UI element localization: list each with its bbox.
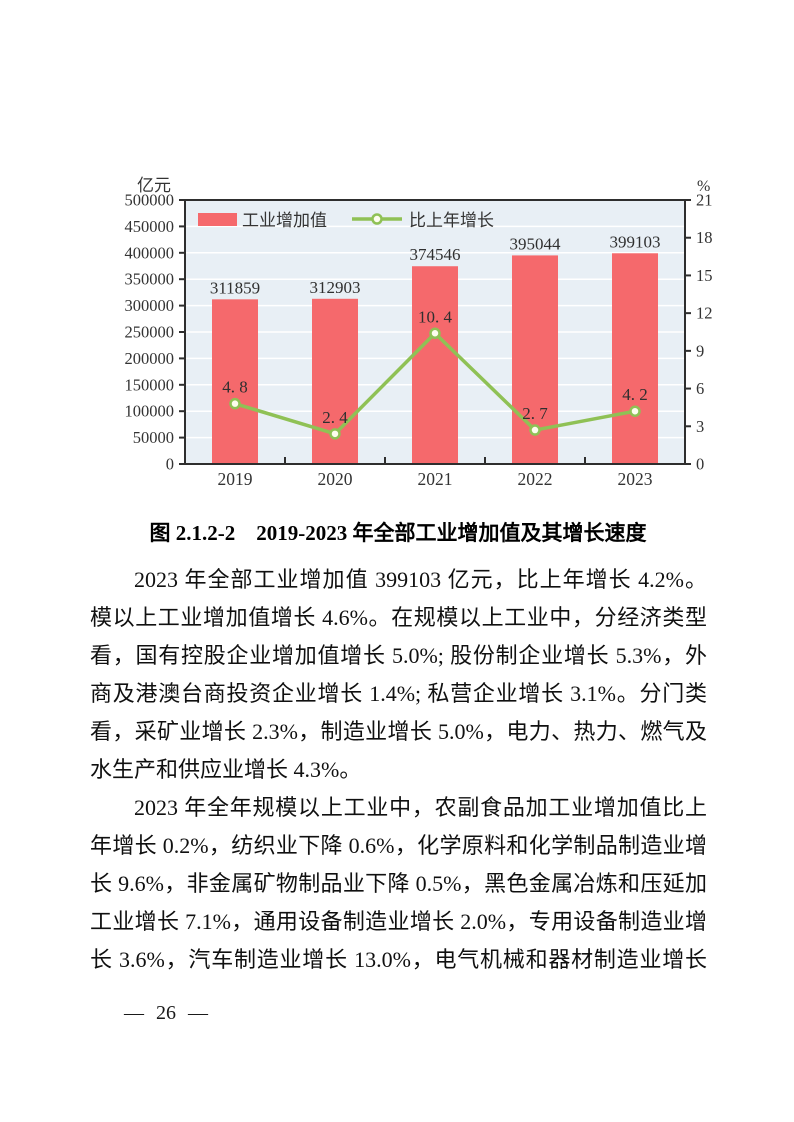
text-line-p2-l2: 年增长 0.2%，纺织业下降 0.6%，化学原料和化学制品制造业增	[90, 833, 707, 858]
text-line-p1-l3: 看，国有控股企业增加值增长 5.0%; 股份制企业增长 5.3%，外	[90, 643, 707, 668]
left-tick-label: 400000	[125, 243, 175, 262]
bar-value-label: 399103	[610, 232, 661, 251]
text-line-p2-l3: 长 9.6%，非金属矿物制品业下降 0.5%，黑色金属冶炼和压延加	[90, 871, 707, 896]
bar-value-label: 395044	[510, 234, 562, 253]
left-tick-label: 0	[166, 455, 174, 474]
right-tick-label: 15	[696, 266, 713, 285]
page-number: — 26 —	[124, 1002, 208, 1024]
bar-value-label: 312903	[310, 278, 361, 297]
left-tick-label: 300000	[125, 296, 175, 315]
line-marker-2020	[329, 428, 341, 440]
growth-value-label: 10. 4	[418, 307, 453, 326]
left-tick-label: 250000	[125, 323, 175, 342]
legend-bar-label: 工业增加值	[242, 211, 327, 230]
left-tick-label: 450000	[125, 217, 175, 236]
legend-bar-swatch	[198, 213, 237, 226]
category-label-2021: 2021	[418, 469, 453, 489]
bar-2021	[412, 266, 458, 464]
category-label-2020: 2020	[318, 469, 353, 489]
bar-value-label: 311859	[210, 278, 260, 297]
bar-value-label: 374546	[410, 245, 461, 264]
figure-chart: 311859 312903 374546 395044 399103 4. 8 2. 4 10…	[120, 175, 720, 495]
category-label-2022: 2022	[518, 469, 553, 489]
text-line-p1-l2: 模以上工业增加值增长 4.6%。在规模以上工业中，分经济类型	[90, 605, 707, 630]
right-tick-label: 18	[696, 228, 713, 247]
text-line-p1-l4: 商及港澳台商投资企业增长 1.4%; 私营企业增长 3.1%。分门类	[90, 681, 707, 706]
bar-2023	[612, 253, 658, 464]
left-tick-label: 500000	[125, 191, 175, 210]
text-line-p2-l4: 工业增长 7.1%，通用设备制造业增长 2.0%，专用设备制造业增	[90, 909, 707, 934]
right-tick-label: 21	[696, 191, 713, 210]
text-line-p2-l5: 长 3.6%，汽车制造业增长 13.0%，电气机械和器材制造业增长	[90, 947, 707, 972]
text-line-p2-l1: 2023 年全年规模以上工业中，农副食品加工业增加值比上	[134, 795, 707, 820]
growth-value-label: 2. 4	[322, 408, 348, 427]
line-marker-2019	[229, 397, 241, 410]
category-label-2019: 2019	[218, 469, 253, 489]
right-tick-label: 0	[696, 455, 704, 474]
legend-line-label: 比上年增长	[409, 211, 494, 230]
industrial-output-chart-svg: 311859 312903 374546 395044 399103 4. 8 2. 4 10…	[125, 176, 713, 489]
right-tick-label: 6	[696, 379, 704, 398]
text-line-p1-l5: 看，采矿业增长 2.3%，制造业增长 5.0%，电力、热力、燃气及	[90, 719, 707, 744]
text-line-p1-l1: 2023 年全部工业增加值 399103 亿元，比上年增长 4.2%。规	[134, 567, 707, 592]
line-marker-2022	[529, 424, 541, 436]
category-label-2023: 2023	[618, 469, 653, 489]
legend-line-marker	[371, 213, 383, 225]
left-tick-label: 150000	[125, 375, 175, 394]
bar-2019	[212, 299, 258, 464]
left-tick-label: 350000	[125, 270, 175, 289]
growth-value-label: 4. 2	[622, 385, 648, 404]
growth-value-label: 4. 8	[222, 378, 248, 397]
right-axis-unit: %	[697, 178, 710, 195]
text-line-p1-l6: 水生产和供应业增长 4.3%。	[90, 757, 362, 782]
line-marker-2023	[629, 405, 641, 417]
figure-caption: 图 2.1.2-2 2019-2023 年全部工业增加值及其增长速度	[149, 521, 647, 545]
growth-value-label: 2. 7	[522, 404, 548, 423]
left-axis-unit: 亿元	[137, 176, 171, 195]
right-tick-label: 12	[696, 304, 713, 323]
left-tick-label: 100000	[125, 402, 175, 421]
right-tick-label: 9	[696, 341, 704, 360]
left-tick-label: 200000	[125, 349, 175, 368]
right-tick-label: 3	[696, 417, 704, 436]
left-tick-label: 50000	[133, 428, 174, 447]
body-text: 2023 年全部工业增加值 399103 亿元，比上年增长 4.2%。规模以上工…	[90, 561, 707, 979]
line-marker-2021	[429, 327, 441, 340]
